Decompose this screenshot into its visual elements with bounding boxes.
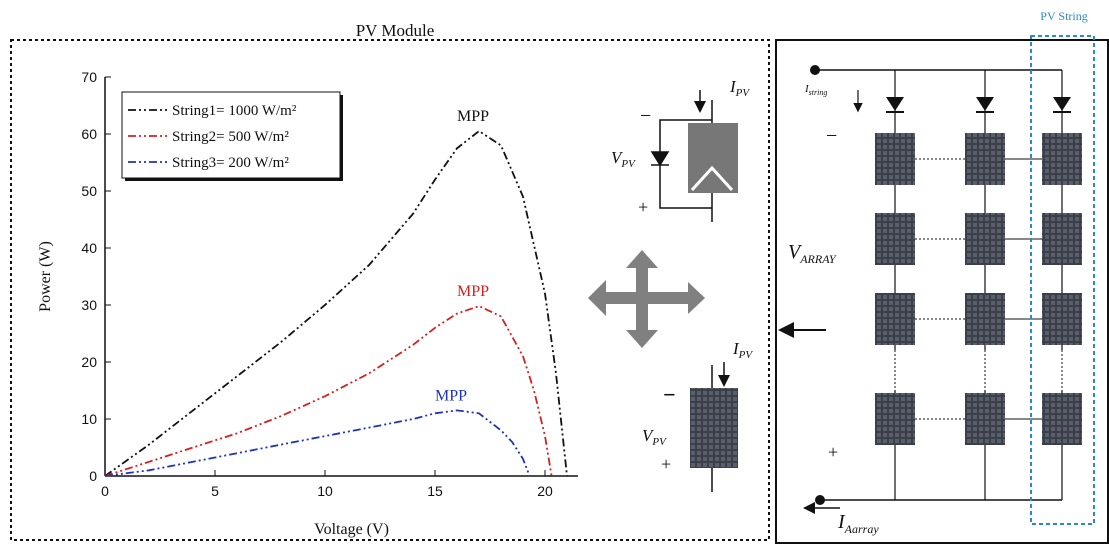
module-title: PV Module	[356, 21, 435, 40]
series-line	[105, 410, 530, 476]
array-frame	[776, 40, 1108, 543]
string-current: Istring	[804, 83, 827, 97]
y-tick-label: 40	[81, 240, 97, 256]
diode	[1053, 97, 1071, 111]
y-tick-label: 10	[81, 411, 97, 427]
string-label: PV String	[1040, 9, 1087, 23]
connection-arrow	[588, 250, 705, 348]
legend-label: String2= 500 W/m²	[172, 129, 289, 145]
y-tick-label: 70	[81, 69, 97, 85]
mpp-label: MPP	[457, 108, 489, 125]
panel-voltage: VPV	[642, 426, 667, 448]
pv-panel	[1042, 133, 1082, 185]
x-tick-label: 5	[211, 483, 219, 499]
plot: 0 10 20 30 40 50 60 70 0 5 10 15 20 Voltage (V) Power …	[37, 69, 578, 538]
x-axis-label: Voltage (V)	[314, 521, 389, 538]
series-line	[105, 306, 552, 476]
module-plus: +	[638, 197, 648, 217]
panel-current: IPV	[732, 339, 753, 361]
y-axis-label: Power (W)	[37, 241, 54, 312]
pv-panel	[1042, 293, 1082, 345]
panel-plus: +	[661, 454, 671, 474]
legend-label: String1= 1000 W/m²	[172, 103, 297, 119]
series-line	[105, 131, 567, 476]
module-voltage: VPV	[611, 148, 636, 170]
module-panel	[690, 362, 738, 492]
module-symbol	[651, 90, 738, 222]
y-tick-label: 60	[81, 126, 97, 142]
y-tick-label: 50	[81, 183, 97, 199]
pv-panel	[875, 133, 915, 185]
diode	[886, 97, 904, 111]
terminal	[810, 65, 820, 75]
y-tick-label: 30	[81, 297, 97, 313]
y-tick-label: 20	[81, 354, 97, 370]
mpp-label: MPP	[457, 283, 489, 300]
array-voltage: VARRAY	[788, 241, 837, 266]
pv-panel	[875, 293, 915, 345]
terminal	[815, 495, 825, 505]
panel-minus: −	[663, 382, 676, 407]
legend-label: String3= 200 W/m²	[172, 155, 289, 171]
x-tick-label: 0	[101, 483, 109, 499]
y-tick-label: 0	[89, 468, 97, 484]
x-tick-label: 20	[537, 483, 553, 499]
pv-panel	[1042, 393, 1082, 445]
array-current: IAarray	[837, 511, 879, 536]
diode	[976, 97, 994, 111]
pv-panel	[965, 213, 1005, 265]
mpp-label: MPP	[435, 387, 467, 404]
array-plus: +	[828, 442, 838, 462]
pv-panel	[965, 293, 1005, 345]
pv-panel	[965, 393, 1005, 445]
module-minus: −	[640, 105, 651, 127]
pv-panel	[1042, 213, 1082, 265]
pv-panel	[875, 213, 915, 265]
module-current: IPV	[729, 77, 750, 99]
x-tick-label: 10	[317, 483, 333, 499]
x-tick-label: 15	[427, 483, 443, 499]
pv-panel	[965, 133, 1005, 185]
array-minus: −	[826, 125, 837, 147]
figure: PV Module IPV VPV − + IPV VPV − + PV Str…	[0, 0, 1109, 544]
pv-panel	[875, 393, 915, 445]
